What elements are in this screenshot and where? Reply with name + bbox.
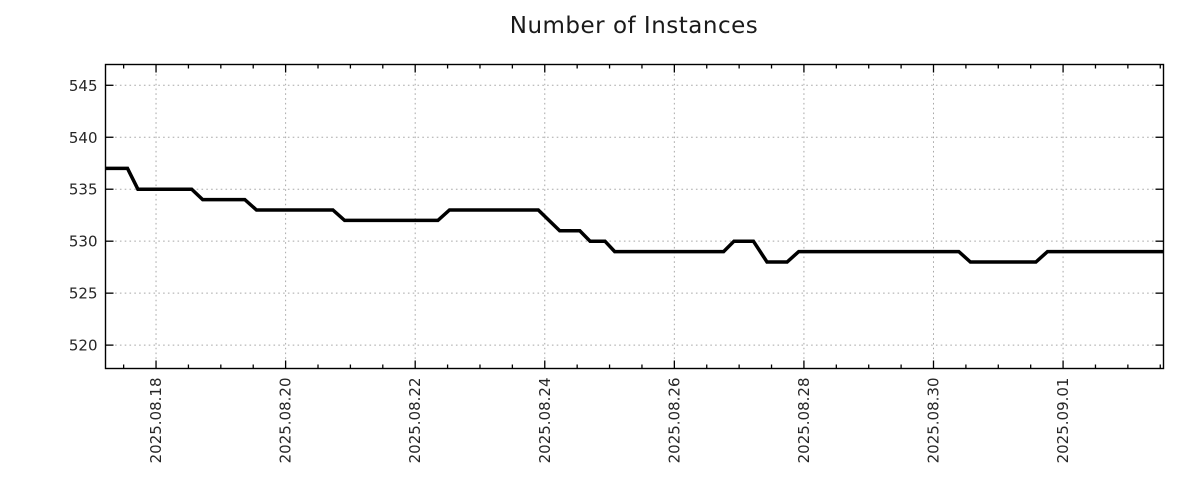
y-tick-label: 530	[69, 233, 98, 251]
y-tick-label: 525	[69, 285, 98, 303]
y-tick-label: 520	[69, 337, 98, 355]
x-tick-label: 2025.08.30	[925, 378, 943, 464]
x-tick-label: 2025.08.22	[406, 378, 424, 464]
y-tick-label: 540	[69, 129, 98, 147]
x-tick-label: 2025.08.20	[277, 378, 295, 464]
data-series-instances	[105, 166, 1164, 264]
x-tick-label: 2025.08.24	[536, 378, 554, 464]
x-tick-label: 2025.08.28	[795, 378, 813, 464]
x-tick-label: 2025.09.01	[1054, 378, 1072, 464]
x-tick-label: 2025.08.18	[147, 378, 165, 464]
x-tick-label: 2025.08.26	[665, 378, 683, 464]
y-tick-label: 545	[69, 77, 98, 95]
chart-title: Number of Instances	[509, 13, 759, 39]
plot-border	[104, 63, 1165, 370]
y-tick-label: 535	[69, 181, 98, 199]
